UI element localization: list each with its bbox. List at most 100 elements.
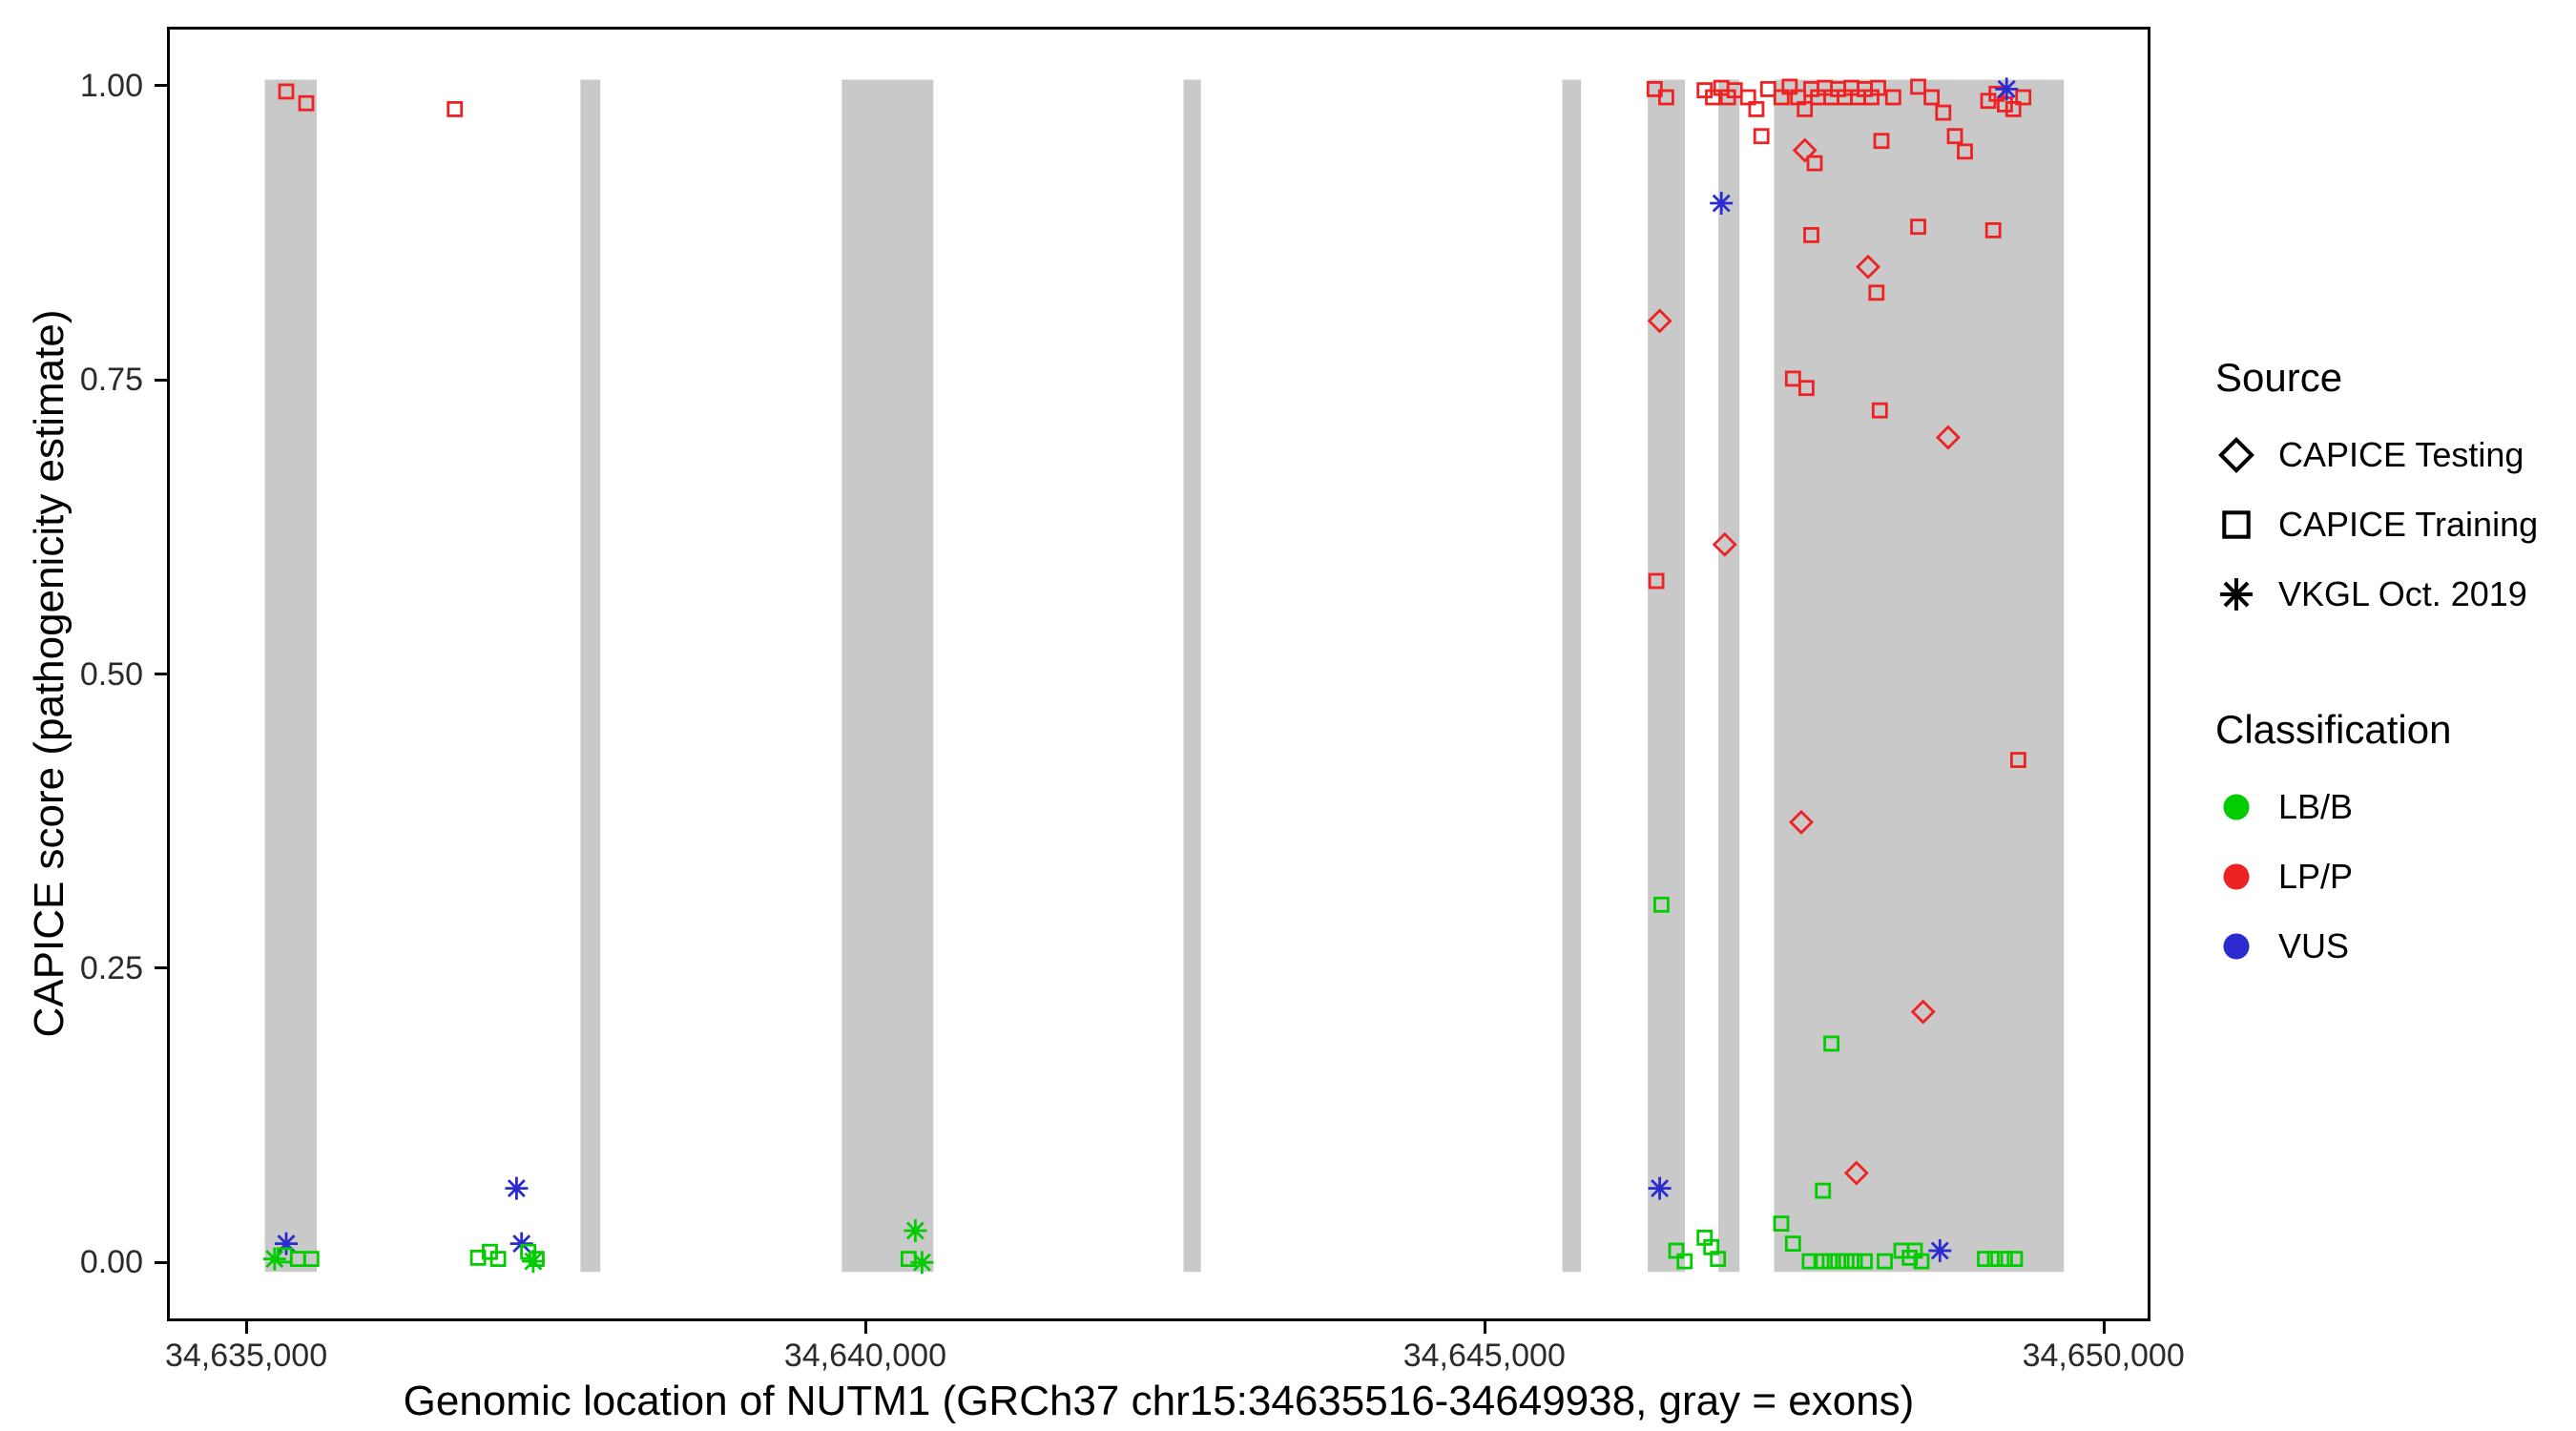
exon-band <box>1562 79 1582 1273</box>
data-point-diamond <box>1647 308 1672 334</box>
y-tick-mark <box>155 378 167 382</box>
data-point-square <box>1868 284 1885 301</box>
legend-label-vus: VUS <box>2278 925 2350 965</box>
y-tick-label: 0.50 <box>79 655 143 693</box>
data-point-square <box>1815 1182 1832 1199</box>
data-point-square <box>1748 101 1765 117</box>
data-point-square <box>1648 572 1665 590</box>
data-point-square <box>1803 226 1819 243</box>
legend-item-vkgl: VKGL Oct. 2019 <box>2215 559 2538 629</box>
diamond-icon <box>2218 436 2254 473</box>
y-tick-mark <box>155 673 167 675</box>
exon-band <box>1718 79 1740 1273</box>
legend-item-capice-testing: CAPICE Testing <box>2215 420 2538 489</box>
panel-border <box>167 27 2150 1321</box>
legend-title-source: Source <box>2215 355 2343 400</box>
legend-label-lbb: LB/B <box>2278 786 2354 826</box>
data-point-square <box>2010 752 2026 768</box>
data-point-square <box>1784 370 1801 387</box>
blue-dot-icon <box>2223 932 2250 960</box>
data-point-asterisk <box>262 1247 286 1271</box>
data-point-asterisk <box>505 1176 529 1200</box>
data-point-square <box>1846 1253 1863 1270</box>
data-point-asterisk <box>910 1251 934 1275</box>
data-point-square <box>2015 89 2032 106</box>
data-point-square <box>1773 89 1790 106</box>
data-point-square <box>1986 1251 2004 1267</box>
data-point-asterisk <box>1710 192 1734 215</box>
exon-band <box>580 79 601 1273</box>
x-tick-label: 34,645,000 <box>1402 1338 1566 1374</box>
x-tick-label: 34,635,000 <box>164 1338 328 1374</box>
data-point-square <box>1873 133 1890 150</box>
data-point-asterisk <box>1648 1176 1672 1200</box>
data-point-square <box>1877 1253 1893 1270</box>
data-point-square <box>298 94 315 112</box>
data-point-square <box>1884 89 1901 106</box>
data-point-square <box>1910 218 1926 236</box>
legend-label-capice-testing: CAPICE Testing <box>2278 434 2524 474</box>
data-point-square <box>1997 1251 2013 1267</box>
data-point-square <box>2006 1251 2024 1267</box>
data-point-square <box>1773 1215 1790 1232</box>
data-point-square <box>1759 81 1776 97</box>
exon-band <box>841 79 934 1273</box>
data-point-square <box>489 1251 507 1267</box>
y-tick-mark <box>155 84 167 88</box>
red-dot-icon <box>2223 862 2250 890</box>
data-point-square <box>1813 1253 1830 1270</box>
y-tick-label: 0.25 <box>79 949 143 986</box>
x-tick-label: 34,650,000 <box>2022 1338 2185 1374</box>
data-point-square <box>1801 1253 1818 1270</box>
data-point-square <box>1857 1253 1873 1270</box>
legend-title-classification: Classification <box>2215 707 2452 752</box>
legend-item-lbb: LB/B <box>2215 772 2538 841</box>
data-point-square <box>1913 1253 1930 1270</box>
legend-item-capice-training: CAPICE Training <box>2215 489 2538 559</box>
data-point-diamond <box>1910 999 1936 1025</box>
data-point-square <box>1653 896 1670 913</box>
data-point-square <box>302 1251 320 1267</box>
data-point-square <box>1997 96 2013 113</box>
data-point-diamond <box>1792 137 1818 163</box>
green-dot-icon <box>2223 793 2250 820</box>
y-tick-label: 1.00 <box>79 67 143 104</box>
x-tick-label: 34,640,000 <box>783 1338 947 1374</box>
data-point-square <box>278 83 295 100</box>
legend-label-lpp: LP/P <box>2278 856 2354 896</box>
y-tick-label: 0.75 <box>79 362 143 399</box>
data-point-square <box>1977 1251 1993 1267</box>
data-point-square <box>1871 402 1888 419</box>
data-point-square <box>1946 128 1963 145</box>
data-point-asterisk <box>521 1250 545 1274</box>
data-point-square <box>1739 89 1756 106</box>
data-point-diamond <box>1789 809 1814 835</box>
data-point-diamond <box>1935 425 1961 450</box>
legend-group-classification: Classification LB/B LP/P VUS <box>2215 707 2538 981</box>
x-tick-mark <box>1483 1321 1486 1334</box>
data-point-square <box>1830 1253 1846 1270</box>
data-point-square <box>1710 1251 1727 1267</box>
data-point-square <box>1797 101 1814 117</box>
data-point-diamond <box>1856 254 1880 280</box>
legend-group-source: Source CAPICE Testing CAPICE Training VK… <box>2215 355 2538 629</box>
data-point-asterisk <box>1928 1239 1952 1262</box>
exon-band <box>264 79 317 1273</box>
data-point-square <box>1984 221 2002 238</box>
data-point-square <box>1658 89 1674 106</box>
data-point-asterisk <box>904 1219 927 1242</box>
x-axis-title: Genomic location of NUTM1 (GRCh37 chr15:… <box>403 1378 1915 1424</box>
data-point-asterisk <box>509 1232 533 1255</box>
exon-band <box>1183 79 1201 1273</box>
data-point-square <box>1957 143 1973 160</box>
legend-label-capice-training: CAPICE Training <box>2278 504 2539 544</box>
data-point-square <box>1676 1253 1693 1270</box>
legend-item-lpp: LP/P <box>2215 841 2538 911</box>
exon-band <box>1648 79 1685 1273</box>
data-point-asterisk <box>275 1232 298 1255</box>
data-point-square <box>1646 81 1663 97</box>
x-tick-mark <box>2102 1321 2106 1334</box>
data-point-square <box>1753 128 1770 145</box>
data-point-square <box>1823 1035 1839 1052</box>
